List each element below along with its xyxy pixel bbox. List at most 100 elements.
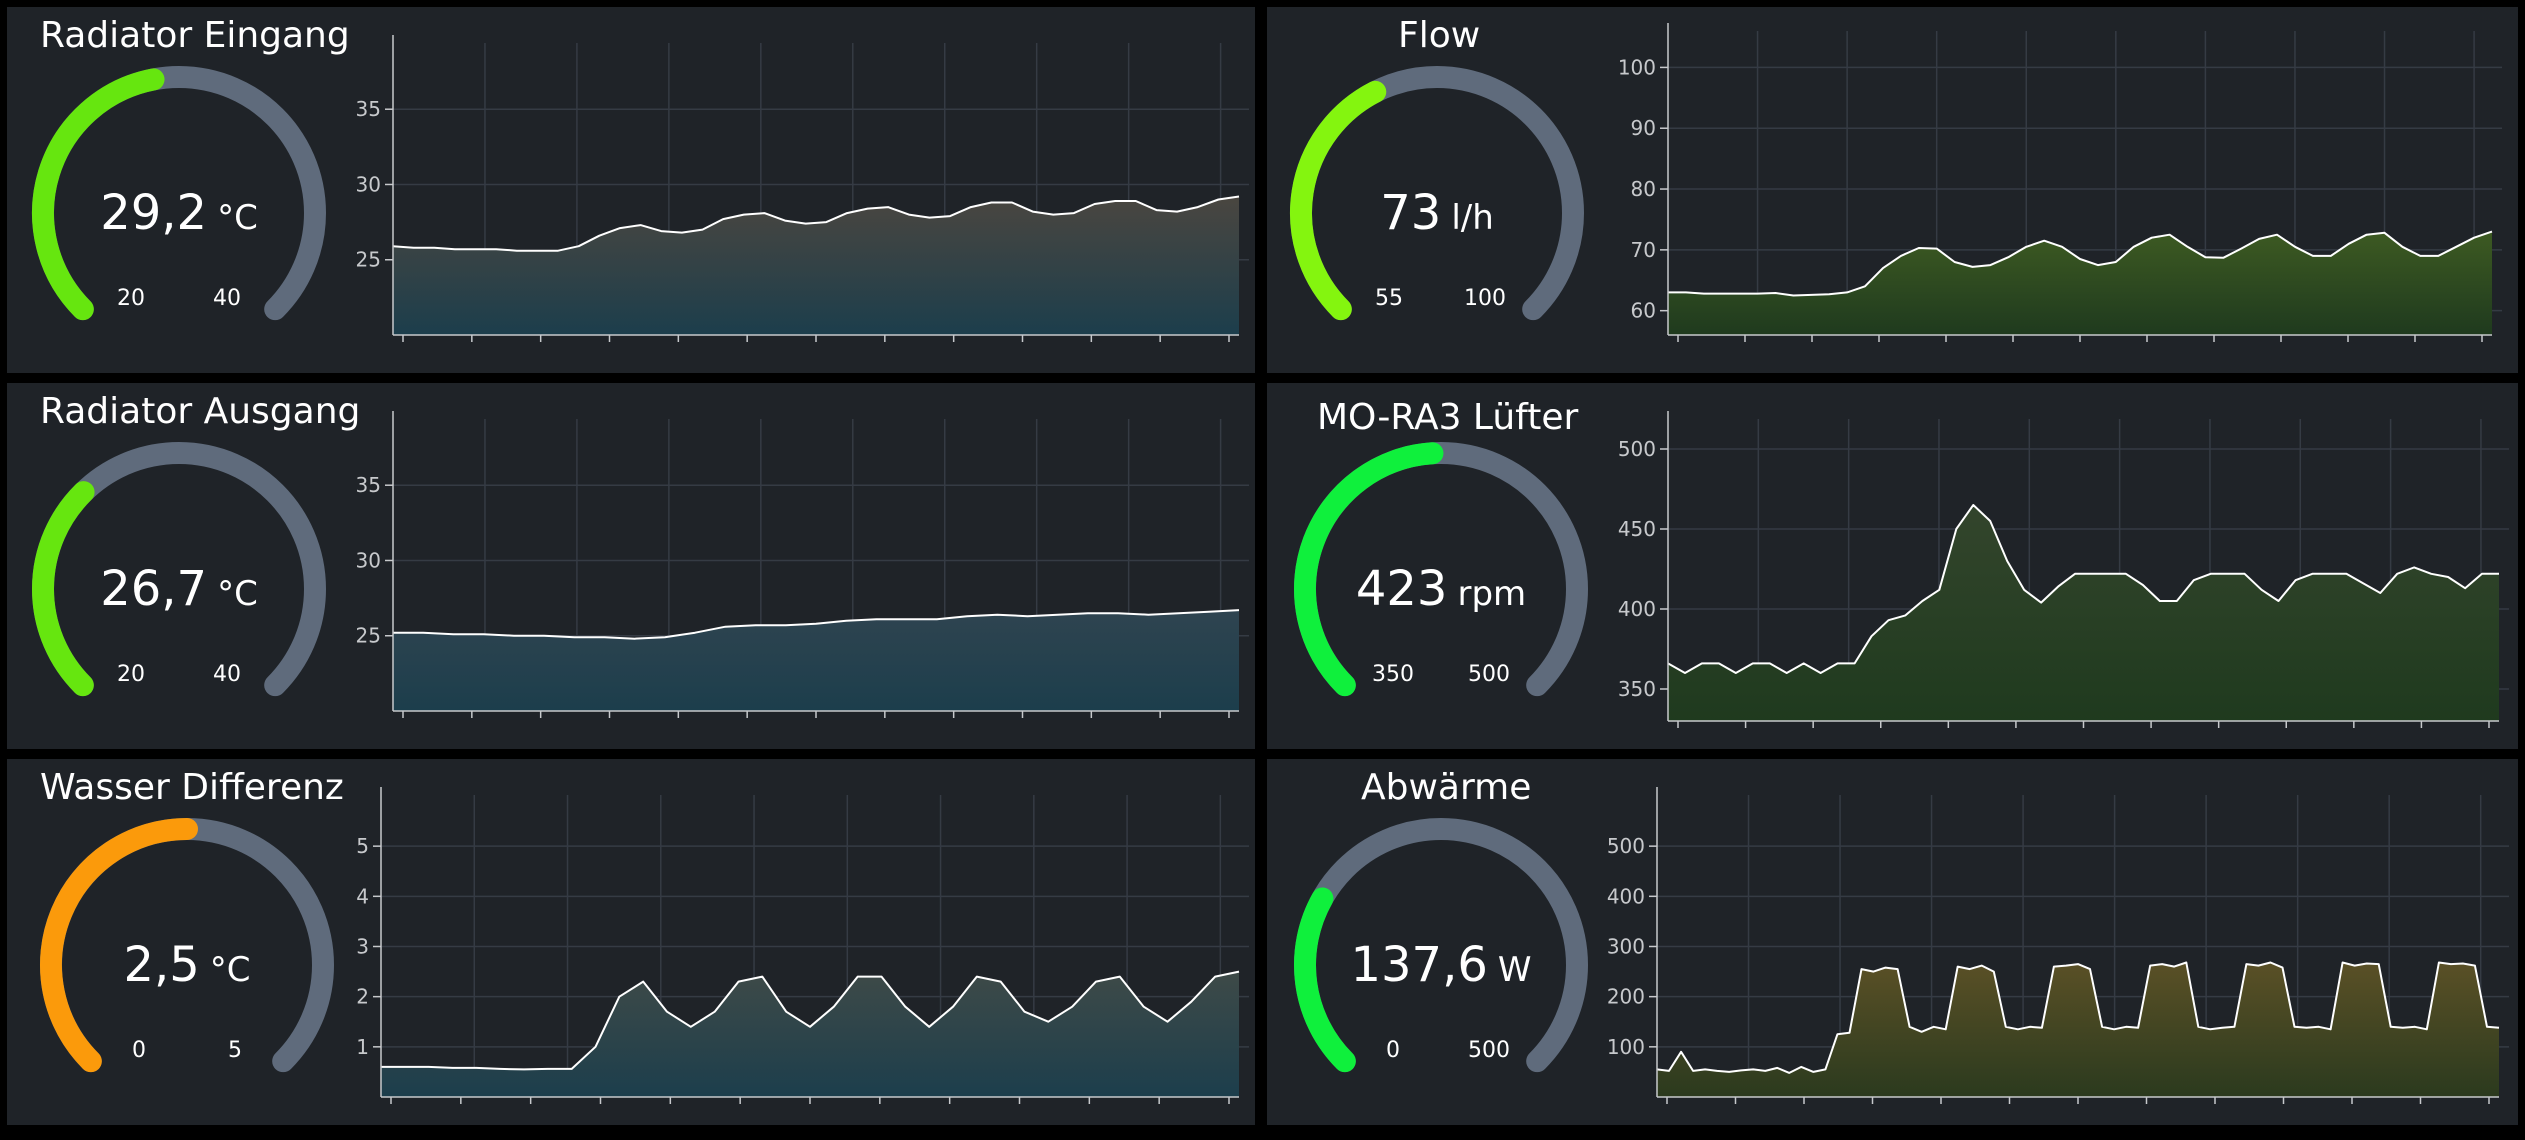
gauge: 2,5 °C 0 5 (40, 818, 334, 1073)
y-tick-label: 350 (1618, 677, 1656, 701)
gauge-max-label: 5 (228, 1038, 242, 1063)
panel-title: Wasser Differenz (40, 767, 344, 808)
y-tick-label: 5 (356, 834, 369, 858)
y-tick-label: 25 (356, 248, 381, 272)
series-area (1668, 231, 2492, 335)
series-line (393, 609, 1240, 640)
y-tick-label: 2 (356, 985, 369, 1009)
gauge-min-label: 20 (117, 286, 145, 311)
series-area (1657, 962, 2499, 1097)
y-tick-label: 1 (356, 1035, 369, 1059)
history-chart: 25 30 35 (356, 35, 1249, 342)
series-line (381, 970, 1240, 1071)
series-line (392, 195, 1240, 252)
gauge-unit: °C (217, 574, 258, 614)
y-tick-label: 100 (1618, 55, 1656, 79)
gauge-unit: l/h (1451, 198, 1493, 238)
gauge: 26,7 °C 20 40 (32, 442, 326, 697)
panel-title: Abwärme (1361, 767, 1532, 808)
panel-graphics: 26,7 °C 20 40 25 30 35 (32, 411, 1249, 718)
panel-title: Flow (1398, 15, 1481, 56)
gauge-readout: 26,7 °C (100, 561, 258, 617)
gauge-max-label: 500 (1468, 1038, 1510, 1063)
panel-abwaerme: Abwärme 137,6 W 0 500 100 200 300 400 500 (1267, 759, 2518, 1125)
y-tick-label: 400 (1618, 597, 1656, 621)
history-chart: 350 400 450 500 (1618, 411, 2509, 728)
series-line (1667, 504, 2499, 674)
gauge-value: 73 (1380, 185, 1441, 241)
y-tick-label: 35 (356, 473, 381, 497)
gauge-min-label: 20 (117, 662, 145, 687)
y-tick-label: 100 (1607, 1035, 1645, 1059)
panel-title: Radiator Ausgang (40, 391, 361, 432)
panel-graphics: 73 l/h 55 100 60 70 80 90 100 (1290, 23, 2502, 342)
y-tick-label: 25 (356, 624, 381, 648)
gauge-readout: 423 rpm (1356, 561, 1526, 617)
y-tick-label: 90 (1631, 116, 1656, 140)
gauge-value: 26,7 (100, 561, 207, 617)
panel-graphics: 29,2 °C 20 40 25 30 35 (32, 35, 1249, 342)
y-tick-label: 300 (1607, 934, 1645, 958)
gauge-readout: 73 l/h (1380, 185, 1494, 241)
gauge-value-arc (40, 818, 198, 1073)
gauge-max-label: 500 (1468, 662, 1510, 687)
gauge: 423 rpm 350 500 (1294, 442, 1588, 697)
y-tick-label: 200 (1607, 985, 1645, 1009)
y-tick-label: 500 (1618, 437, 1656, 461)
y-tick-label: 3 (356, 934, 369, 958)
gauge-value: 2,5 (123, 937, 199, 993)
gauge-max-label: 100 (1464, 286, 1506, 311)
series-area (393, 196, 1239, 335)
series-area (393, 610, 1239, 711)
panel-title: MO-RA3 Lüfter (1317, 397, 1579, 438)
panel-mo-ra3-luefter: MO-RA3 Lüfter 423 rpm 350 500 350 400 450 500 (1267, 383, 2518, 749)
gauge-min-label: 55 (1375, 286, 1403, 311)
gauge-unit: °C (210, 950, 251, 990)
gauge-readout: 29,2 °C (100, 185, 258, 241)
panel-radiator-ausgang: Radiator Ausgang 26,7 °C 20 40 25 30 35 (7, 383, 1255, 749)
y-tick-label: 70 (1631, 238, 1656, 262)
history-chart: 1 2 3 4 5 (356, 787, 1249, 1104)
gauge: 29,2 °C 20 40 (32, 66, 326, 321)
y-tick-label: 60 (1631, 299, 1656, 323)
gauge-value-arc (32, 481, 95, 697)
panel-graphics: 137,6 W 0 500 100 200 300 400 500 (1294, 787, 2509, 1104)
history-chart: 100 200 300 400 500 (1607, 787, 2509, 1104)
y-tick-label: 400 (1607, 884, 1645, 908)
gauge-value: 137,6 (1350, 937, 1487, 993)
panel-flow: Flow 73 l/h 55 100 60 70 80 90 100 (1267, 7, 2518, 373)
panel-graphics: 2,5 °C 0 5 1 2 3 4 5 (40, 787, 1249, 1104)
gauge-value: 423 (1356, 561, 1448, 617)
gauge-value-arc (1294, 442, 1444, 697)
y-tick-label: 30 (356, 548, 381, 572)
gauge: 137,6 W 0 500 (1294, 818, 1588, 1073)
y-tick-label: 35 (356, 97, 381, 121)
history-chart: 60 70 80 90 100 (1618, 23, 2502, 342)
gauge-readout: 2,5 °C (123, 937, 250, 993)
series-area (1668, 505, 2499, 721)
y-tick-label: 30 (356, 172, 381, 196)
panel-graphics: 423 rpm 350 500 350 400 450 500 (1294, 411, 2509, 728)
series-area (381, 971, 1239, 1097)
y-tick-label: 4 (356, 884, 369, 908)
gauge-value-arc (1290, 80, 1387, 321)
gauge-unit: rpm (1457, 574, 1526, 614)
history-chart: 25 30 35 (356, 411, 1249, 718)
panel-wasser-differenz: Wasser Differenz 2,5 °C 0 5 1 2 3 4 5 (7, 759, 1255, 1125)
gauge: 73 l/h 55 100 (1290, 66, 1584, 321)
panel-radiator-eingang: Radiator Eingang 29,2 °C 20 40 25 30 35 (7, 7, 1255, 373)
gauge-max-label: 40 (213, 286, 241, 311)
gauge-unit: °C (217, 198, 258, 238)
y-tick-label: 500 (1607, 834, 1645, 858)
gauge-min-label: 350 (1372, 662, 1414, 687)
gauge-max-label: 40 (213, 662, 241, 687)
panel-title: Radiator Eingang (40, 15, 350, 56)
gauge-min-label: 0 (1386, 1038, 1400, 1063)
gauge-value-arc (1294, 887, 1356, 1073)
series-line (1668, 230, 2493, 297)
gauge-readout: 137,6 W (1350, 937, 1531, 993)
gauge-value: 29,2 (100, 185, 207, 241)
gauge-value-arc (32, 68, 165, 321)
gauge-unit: W (1498, 950, 1532, 990)
gauge-min-label: 0 (132, 1038, 146, 1063)
